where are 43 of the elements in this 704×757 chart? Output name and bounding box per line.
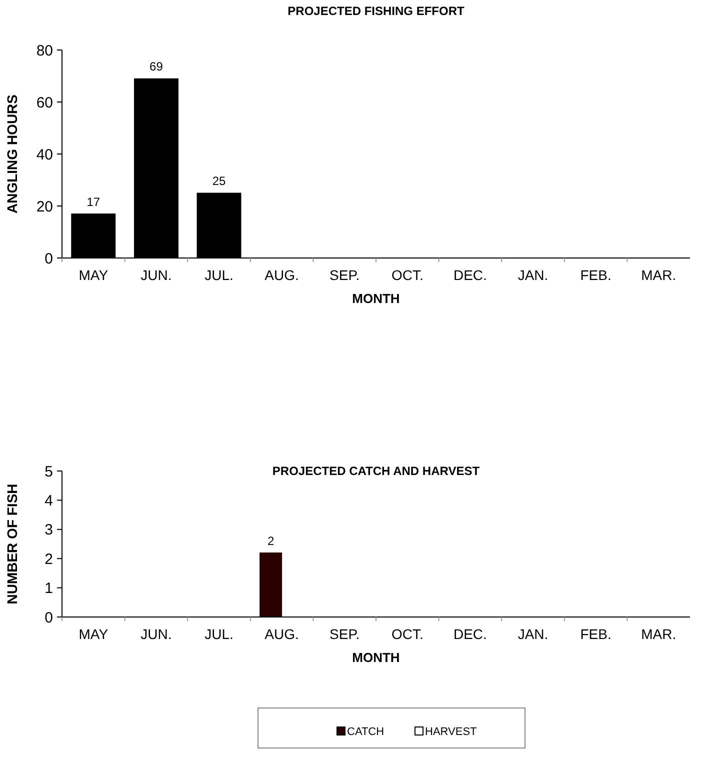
y-axis-title: ANGLING HOURS <box>4 94 20 214</box>
x-tick-label: AUG. <box>264 626 299 642</box>
x-tick-label: MAR. <box>641 267 676 283</box>
legend-label: CATCH <box>347 726 384 738</box>
x-tick-label: MAR. <box>641 626 676 642</box>
y-tick-label: 20 <box>36 198 53 216</box>
y-tick-label: 60 <box>36 94 53 112</box>
x-tick-label: SEP. <box>330 267 360 283</box>
y-tick-label: 3 <box>44 522 53 539</box>
legend-label: HARVEST <box>425 726 478 738</box>
x-tick-label: DEC. <box>453 267 487 283</box>
x-tick-label: JUL. <box>204 267 234 283</box>
y-tick-label: 2 <box>44 550 53 568</box>
x-tick-label: FEB. <box>580 626 612 642</box>
x-tick-label: DEC. <box>453 626 487 642</box>
y-axis-title: NUMBER OF FISH <box>4 484 20 604</box>
x-tick-label: JAN. <box>518 267 548 283</box>
y-tick-label: 4 <box>44 492 53 510</box>
x-tick-label: OCT. <box>391 267 424 283</box>
data-label: 17 <box>86 194 100 209</box>
y-tick-label: 5 <box>44 463 53 480</box>
y-tick-label: 0 <box>44 609 53 626</box>
x-tick-label: JUN. <box>140 267 172 283</box>
data-label: 69 <box>150 60 164 74</box>
x-axis-title: MONTH <box>352 650 400 665</box>
x-tick-label: OCT. <box>391 626 424 642</box>
x-axis-title: MONTH <box>352 291 400 306</box>
y-tick-label: 0 <box>44 250 53 268</box>
y-tick-label: 1 <box>44 580 53 598</box>
x-tick-label: JAN. <box>518 626 548 642</box>
chart-title: PROJECTED CATCH AND HARVEST <box>272 464 480 478</box>
data-label: 2 <box>267 534 274 548</box>
x-tick-label: AUG. <box>264 267 299 283</box>
x-tick-label: JUN. <box>140 626 172 642</box>
x-tick-label: SEP. <box>330 626 360 642</box>
x-tick-label: MAY <box>78 267 109 283</box>
y-tick-label: 40 <box>36 146 53 164</box>
y-tick-label: 80 <box>36 42 53 60</box>
x-tick-label: MAY <box>78 626 109 642</box>
chart-title: PROJECTED FISHING EFFORT <box>288 4 466 18</box>
x-tick-label: FEB. <box>580 267 612 283</box>
data-label: 25 <box>212 174 226 188</box>
x-tick-label: JUL. <box>204 626 234 642</box>
